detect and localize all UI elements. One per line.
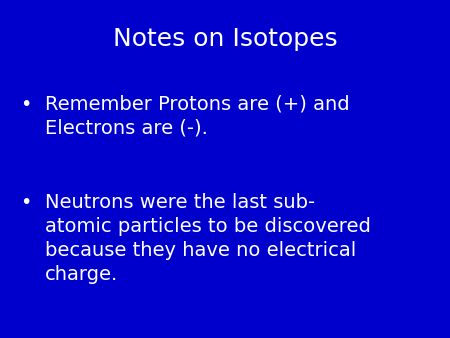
Text: Notes on Isotopes: Notes on Isotopes [112, 27, 338, 51]
Text: •: • [20, 193, 32, 212]
Text: Neutrons were the last sub-
atomic particles to be discovered
because they have : Neutrons were the last sub- atomic parti… [45, 193, 371, 284]
Text: •: • [20, 95, 32, 114]
Text: Remember Protons are (+) and
Electrons are (-).: Remember Protons are (+) and Electrons a… [45, 95, 350, 138]
